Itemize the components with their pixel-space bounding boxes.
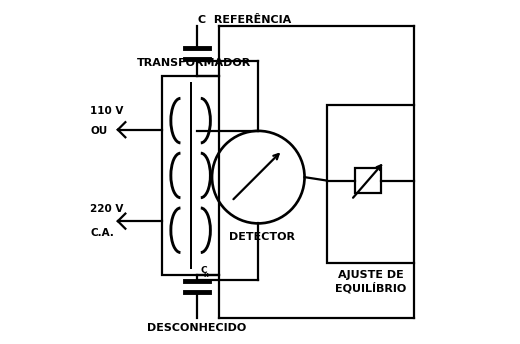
Text: DESCONHECIDO: DESCONHECIDO [147, 323, 246, 333]
Bar [162, 76, 219, 275]
Bar [355, 168, 381, 193]
Text: DETECTOR: DETECTOR [229, 232, 295, 242]
Text: 110 V: 110 V [90, 106, 124, 116]
Text: OU: OU [90, 127, 108, 137]
Text: X: X [204, 273, 209, 278]
Bar [327, 105, 414, 263]
Text: TRANSFORMADOR: TRANSFORMADOR [137, 57, 251, 67]
Text: AJUSTE DE
EQUILÍBRIO: AJUSTE DE EQUILÍBRIO [335, 270, 406, 293]
Text: C  REFERÊNCIA: C REFERÊNCIA [198, 15, 292, 25]
Text: C: C [200, 266, 206, 275]
Text: C.A.: C.A. [90, 228, 114, 238]
Text: 220 V: 220 V [90, 204, 124, 214]
